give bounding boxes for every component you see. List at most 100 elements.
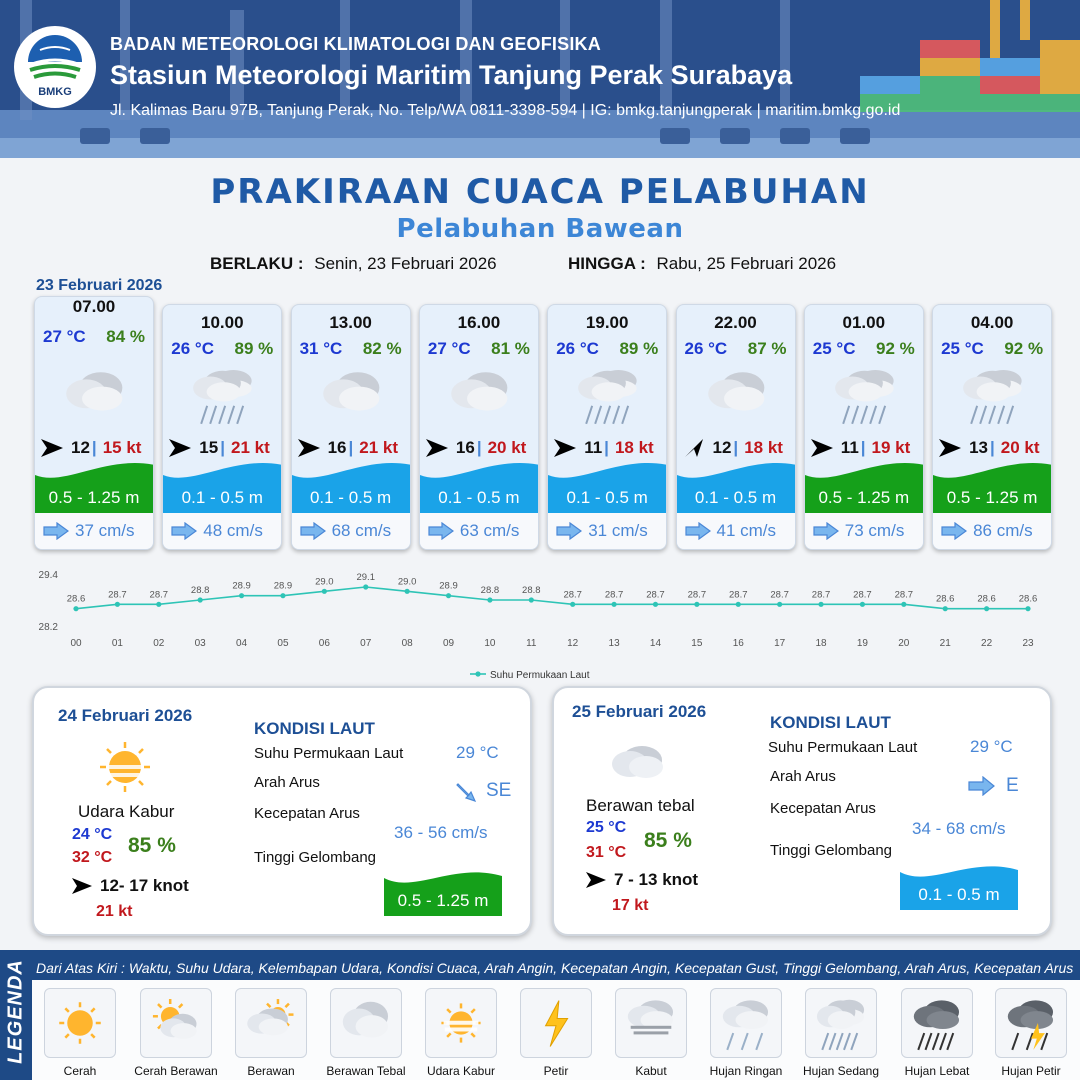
sst-data-label: 28.8 [481,585,500,596]
valid-to-label: HINGGA : [568,254,646,273]
day2-dir-label: Arah Arus [254,774,320,791]
wave-shape [291,463,410,515]
cerah-icon [59,1002,101,1044]
forecast-temp: 27 °C [43,327,86,346]
day2-wave: 0.5 - 1.25 m [384,868,502,916]
y-tick-label: 29.4 [39,570,59,581]
day3-wave-text: 0.1 - 0.5 m [918,885,1000,904]
bmkg-logo-icon [28,35,82,79]
legend-description: Dari Atas Kiri : Waktu, Suhu Udara, Kele… [36,960,1074,976]
x-tick-label: 02 [153,638,165,649]
berawan-tebal-icon [66,372,123,411]
legend-item-label: Petir [543,1064,569,1078]
forecast-wind: 11 | 19 kt [810,438,910,458]
berawan-tebal-icon [451,372,508,411]
sst-point [404,588,410,594]
forecast-temp: 26 °C [684,339,728,358]
day3-wind: 7 - 13 knot [586,870,698,890]
port-scene-illustration [0,0,1080,158]
sst-data-label: 28.6 [977,594,996,605]
day3-temp-min: 25 °C [586,819,627,836]
sst-point [363,584,369,590]
x-tick-label: 10 [484,638,496,649]
legend-item [520,988,592,1058]
sst-point [487,597,493,603]
x-tick-label: 22 [981,638,993,649]
day3-wave-label: Tinggi Gelombang [770,842,893,859]
legend-title-text: LEGENDA [4,959,27,1064]
wind-separator: | [990,438,995,457]
sst-point [694,601,700,607]
x-tick-label: 14 [650,638,662,649]
sst-data-label: 28.9 [274,581,293,592]
sst-point [984,606,990,612]
day2-wind-speed: 12- 17 knot [100,876,189,895]
legend-item [425,988,497,1058]
hujan-sedang-icon [963,370,1022,425]
berawan-tebal-icon [322,372,379,411]
sst-point [901,601,907,607]
forecast-time: 16.00 [457,313,501,332]
valid-to-value: Rabu, 25 Februari 2026 [656,254,837,273]
current-row: 48 cm/s [163,513,282,549]
wave-shape [548,463,667,515]
sst-data-label: 28.6 [1019,594,1038,605]
current-row: 86 cm/s [933,513,1052,549]
hujan-ringan-icon [722,1000,769,1051]
forecast-icon [701,365,773,430]
current-arrow-icon [299,522,326,540]
x-tick-label: 09 [443,638,455,649]
forecast-time: 01.00 [842,313,886,332]
wind-speed: 11 [584,438,603,457]
current-row: 31 cm/s [548,513,667,549]
sst-data-label: 28.7 [108,589,127,600]
legend-item [615,988,687,1058]
day3-humidity: 85 % [644,829,692,852]
wind-speed: 12 [712,438,732,457]
wave-shape [163,463,282,515]
valid-from: BERLAKU : Senin, 23 Februari 2026 [210,254,497,274]
forecast-icon [572,365,644,430]
current-speed: 63 cm/s [459,521,520,540]
wave-height: 0.1 - 0.5 m [566,488,648,507]
sst-point [445,593,452,599]
day3-wave: 0.1 - 0.5 m [900,862,1018,910]
forecast-temp: 25 °C [812,339,856,358]
gust-speed: 15 kt [102,438,142,457]
day3-speed: 34 - 68 cm/s [912,819,1006,838]
current-arrow-icon [813,522,839,540]
wave-height: 0.5 - 1.25 m [48,488,140,507]
wind-separator: | [220,438,225,457]
wind-arrow-icon [169,439,192,457]
current-arrow-icon [684,522,711,540]
x-tick-label: 19 [857,638,869,649]
legend-side-title: LEGENDA [0,950,32,1080]
legend-item-label: Hujan Ringan [709,1064,783,1078]
day3-sst: 29 °C [970,737,1013,756]
sst-point [280,593,286,599]
sst-data-label: 28.7 [150,589,169,600]
day2-condition: Udara Kabur [78,802,175,821]
legend-item [995,988,1067,1058]
legend-item [901,988,973,1058]
current-speed: 31 cm/s [588,521,648,540]
sst-data-label: 28.9 [232,581,251,592]
x-tick-label: 08 [402,638,414,649]
forecast-card: 19.00 26 °C 89 % 11 | 18 kt 0.1 - 0.5 m 31… [547,304,668,550]
legend-item [235,988,307,1058]
x-tick-label: 17 [774,638,786,649]
forecast-icon [187,365,259,430]
forecast-temp: 26 °C [171,339,215,358]
legend-item [330,988,402,1058]
current-speed: 48 cm/s [203,521,263,540]
forecast-icon [59,365,131,430]
legend-swatch-dot [475,671,481,677]
day2-temp-max: 32 °C [72,849,113,866]
legend-item [140,988,212,1058]
sst-point [321,588,327,594]
station-name: Stasiun Meteorologi Maritim Tanjung Pera… [110,60,793,90]
gust-speed: 18 kt [744,438,783,457]
sst-data-label: 28.9 [439,581,458,592]
sst-point [818,601,824,607]
forecast-card: 07.00 27 °C 84 % 12 | 15 kt 0.5 - 1.25 m 3… [34,296,154,550]
